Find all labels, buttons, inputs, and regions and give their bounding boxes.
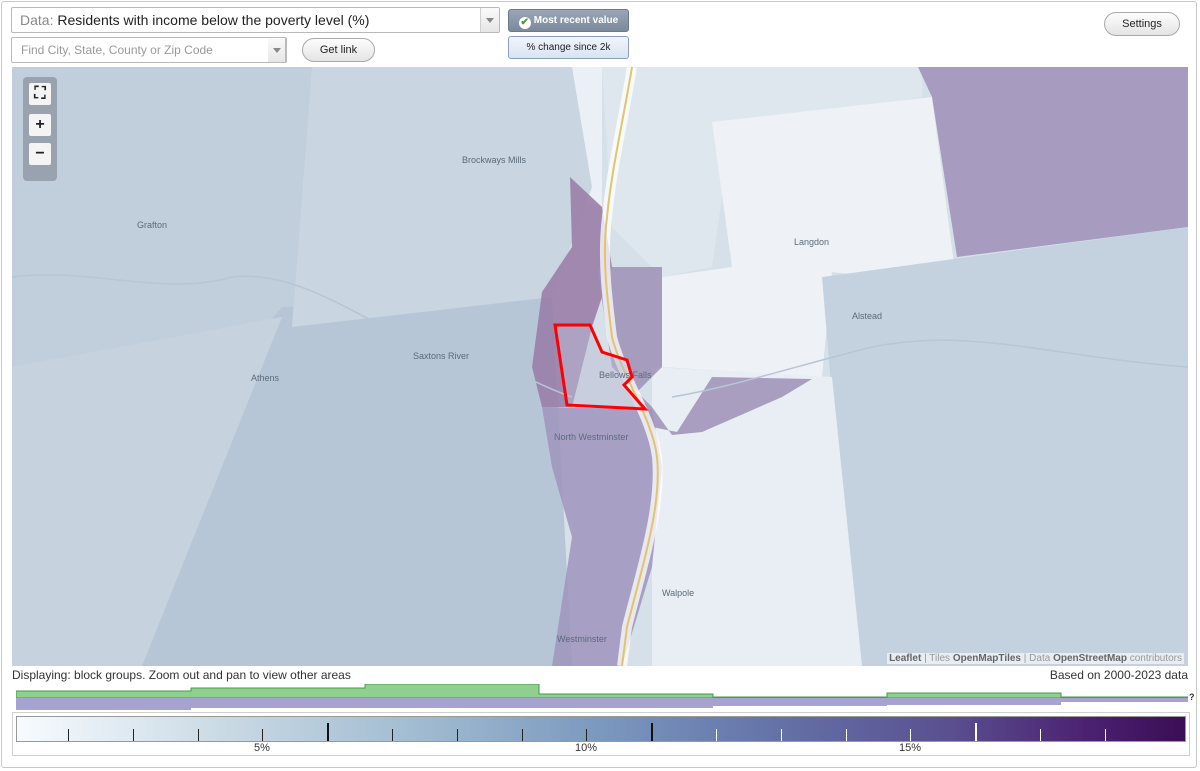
tract-high-west-bank (532, 177, 612, 407)
place-label: Brockways Mills (462, 155, 527, 165)
contributors-text: contributors (1129, 653, 1182, 664)
help-icon[interactable]: ? (1189, 692, 1195, 702)
zoom-control-panel: ⛶ + − (23, 77, 57, 181)
data-select-value: Residents with income below the poverty … (57, 12, 370, 28)
openstreetmap-link[interactable]: OpenStreetMap (1053, 653, 1127, 664)
place-label: Saxtons River (413, 351, 470, 361)
leaflet-link[interactable]: Leaflet (889, 653, 922, 664)
histogram-green-band (16, 684, 1188, 699)
selected-block-group-outline[interactable] (553, 323, 649, 411)
location-search-input[interactable]: Find City, State, County or Zip Code (11, 37, 287, 63)
checkmark-icon: ✔ (518, 17, 531, 29)
legend-tick (68, 729, 69, 741)
state-border-line (603, 67, 659, 666)
most-recent-value-button[interactable]: ✔ Most recent value (508, 9, 629, 32)
legend-tick (197, 729, 199, 741)
choropleth-layer (12, 67, 1188, 666)
data-range-note: Based on 2000-2023 data (1049, 668, 1188, 682)
map-attribution: Leaflet | Tiles OpenMapTiles | Data Open… (887, 653, 1184, 664)
legend-tick (716, 729, 717, 741)
place-label: Grafton (137, 220, 168, 230)
place-label: Bellows Falls (599, 370, 652, 380)
most-recent-label: Most recent value (533, 15, 619, 26)
tiles-prefix: Tiles (929, 653, 951, 664)
openmaptiles-link[interactable]: OpenMapTiles (952, 653, 1021, 664)
zoom-out-icon[interactable]: − (29, 143, 51, 165)
legend-major-tick (651, 723, 654, 741)
data-prefix: Data (1029, 653, 1051, 664)
legend-label-15: 15% (898, 742, 922, 754)
region-west (12, 317, 282, 666)
legend-tick (845, 729, 847, 741)
region-langdon (662, 97, 957, 377)
data-select-label: Data: (20, 12, 54, 28)
region-high-northeast (918, 67, 1188, 257)
pct-change-button[interactable]: % change since 2k (508, 36, 629, 59)
legend-label-10: 10% (574, 742, 598, 754)
histogram-purple-band-left (16, 698, 191, 710)
place-label: Westminster (557, 634, 607, 644)
zoom-in-icon[interactable]: + (29, 114, 51, 136)
region-northeast (602, 67, 922, 277)
legend-tick (910, 729, 912, 741)
search-chevron-down-icon[interactable] (268, 37, 286, 63)
map-canvas[interactable]: ⛶ + − Brockways Mills Grafton Langdon Al… (12, 67, 1188, 666)
legend-tick (780, 729, 782, 741)
cold-river-stream (671, 339, 1188, 398)
legend-major-tick (975, 723, 978, 741)
region-saxtons (292, 67, 592, 327)
legend-gradient-bar (16, 716, 1186, 742)
place-label: Walpole (662, 588, 695, 598)
legend-tick (521, 729, 523, 741)
legend-tick (262, 729, 264, 741)
legend-label-5: 5% (254, 742, 270, 754)
tract-bellows-falls-east (597, 267, 812, 435)
place-label: Athens (251, 373, 280, 383)
saxtons-river-stream (12, 274, 573, 398)
histogram (16, 684, 1188, 710)
histogram-purple-band-mid (191, 698, 539, 708)
displaying-note: Displaying: block groups. Zoom out and p… (12, 668, 351, 682)
legend-tick (1040, 729, 1041, 741)
legend-tick (392, 729, 393, 741)
legend-tick (1104, 729, 1106, 741)
region-walpole (652, 367, 862, 666)
legend-tick (456, 729, 458, 741)
data-select[interactable]: Data: Residents with income below the po… (11, 7, 500, 33)
place-label: North Westminster (554, 432, 629, 442)
get-link-button[interactable]: Get link (302, 38, 375, 62)
legend-tick (586, 729, 588, 741)
color-legend: 5% 10% 15% (12, 712, 1190, 756)
place-label: Langdon (794, 237, 830, 247)
place-label: Alstead (852, 311, 883, 321)
chevron-down-icon[interactable] (480, 8, 499, 32)
region-grafton (12, 67, 362, 367)
settings-button[interactable]: Settings (1104, 12, 1180, 36)
fullscreen-icon[interactable]: ⛶ (29, 83, 51, 105)
legend-major-tick (327, 723, 330, 741)
region-alstead (822, 227, 1188, 666)
histogram-purple-band (16, 698, 1188, 708)
legend-tick (132, 729, 134, 741)
